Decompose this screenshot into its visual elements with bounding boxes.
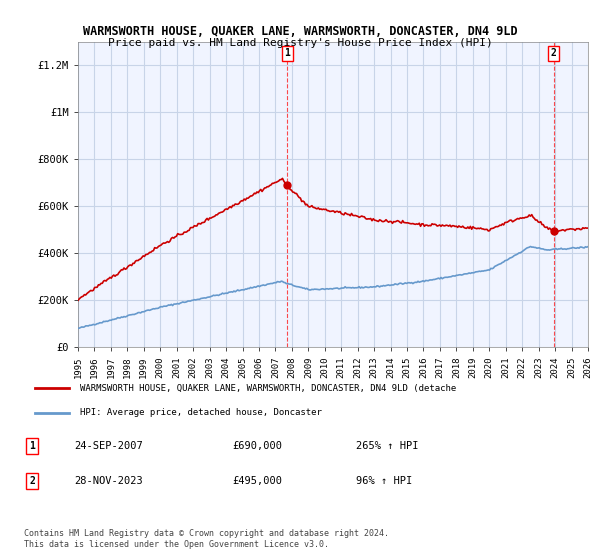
Text: Contains HM Land Registry data © Crown copyright and database right 2024.
This d: Contains HM Land Registry data © Crown c… <box>24 529 389 549</box>
Text: 1: 1 <box>29 441 35 451</box>
Text: 96% ↑ HPI: 96% ↑ HPI <box>356 476 413 486</box>
Text: 1: 1 <box>284 48 290 58</box>
Text: HPI: Average price, detached house, Doncaster: HPI: Average price, detached house, Donc… <box>80 408 322 417</box>
Text: 2: 2 <box>29 476 35 486</box>
Text: £690,000: £690,000 <box>232 441 283 451</box>
Text: Price paid vs. HM Land Registry's House Price Index (HPI): Price paid vs. HM Land Registry's House … <box>107 38 493 48</box>
Text: 2: 2 <box>551 48 557 58</box>
Text: 28-NOV-2023: 28-NOV-2023 <box>74 476 143 486</box>
Text: WARMSWORTH HOUSE, QUAKER LANE, WARMSWORTH, DONCASTER, DN4 9LD (detache: WARMSWORTH HOUSE, QUAKER LANE, WARMSWORT… <box>80 384 456 393</box>
Text: WARMSWORTH HOUSE, QUAKER LANE, WARMSWORTH, DONCASTER, DN4 9LD: WARMSWORTH HOUSE, QUAKER LANE, WARMSWORT… <box>83 25 517 38</box>
Text: £495,000: £495,000 <box>232 476 283 486</box>
Text: 265% ↑ HPI: 265% ↑ HPI <box>356 441 419 451</box>
Text: 24-SEP-2007: 24-SEP-2007 <box>74 441 143 451</box>
